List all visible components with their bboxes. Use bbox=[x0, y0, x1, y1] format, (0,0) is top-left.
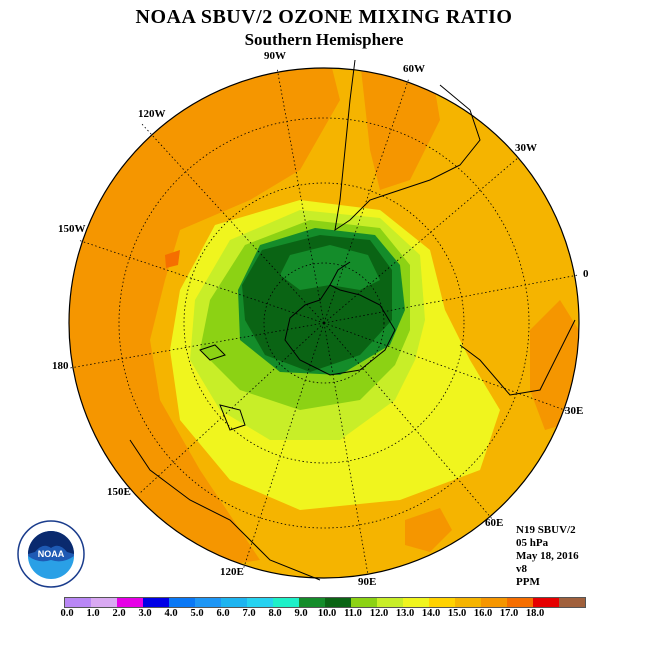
colorbar-swatch bbox=[481, 598, 507, 607]
lon-label-150w: 150W bbox=[58, 223, 86, 235]
info-instrument: N19 SBUV/2 bbox=[516, 524, 576, 536]
colorbar-swatch bbox=[325, 598, 351, 607]
colorbar-label: 14.0 bbox=[421, 608, 441, 619]
info-units: PPM bbox=[516, 576, 540, 588]
colorbar-label: 18.0 bbox=[525, 608, 545, 619]
colorbar-swatch bbox=[195, 598, 221, 607]
noaa-logo-text: NOAA bbox=[38, 549, 65, 559]
colorbar-label: 4.0 bbox=[164, 608, 178, 619]
colorbar-swatch bbox=[559, 598, 585, 607]
lon-label-60e: 60E bbox=[485, 517, 504, 529]
lon-label-90e: 90E bbox=[358, 576, 377, 588]
colorbar-label: 11.0 bbox=[344, 608, 362, 619]
colorbar-label: 2.0 bbox=[112, 608, 126, 619]
noaa-logo: NOAA bbox=[17, 520, 85, 588]
colorbar-label: 8.0 bbox=[268, 608, 282, 619]
colorbar-swatch bbox=[117, 598, 143, 607]
colorbar-label: 5.0 bbox=[190, 608, 204, 619]
info-date: May 18, 2016 bbox=[516, 550, 579, 562]
colorbar-label: 6.0 bbox=[216, 608, 230, 619]
info-block: N19 SBUV/2 05 hPa May 18, 2016 v8 PPM bbox=[516, 524, 579, 589]
lon-label-30e: 30E bbox=[565, 405, 584, 417]
colorbar-swatch bbox=[507, 598, 533, 607]
colorbar-label: 12.0 bbox=[369, 608, 389, 619]
lon-label-120w: 120W bbox=[138, 108, 166, 120]
lon-label-90w: 90W bbox=[264, 50, 286, 62]
map-border bbox=[68, 67, 580, 579]
colorbar-label: 10.0 bbox=[317, 608, 337, 619]
colorbar-swatch bbox=[91, 598, 117, 607]
colorbar-swatch bbox=[403, 598, 429, 607]
colorbar-label: 7.0 bbox=[242, 608, 256, 619]
colorbar-swatch bbox=[455, 598, 481, 607]
info-version: v8 bbox=[516, 563, 527, 575]
colorbar-label: 15.0 bbox=[447, 608, 467, 619]
lon-label-120e: 120E bbox=[220, 566, 244, 578]
lon-label-150e: 150E bbox=[107, 486, 131, 498]
colorbar-swatch bbox=[299, 598, 325, 607]
colorbar-label: 1.0 bbox=[86, 608, 100, 619]
colorbar-swatch bbox=[221, 598, 247, 607]
map-subtitle: Southern Hemisphere bbox=[244, 30, 404, 49]
colorbar-swatch bbox=[273, 598, 299, 607]
colorbar-swatch bbox=[429, 598, 455, 607]
colorbar-label: 3.0 bbox=[138, 608, 152, 619]
colorbar-swatch bbox=[377, 598, 403, 607]
map-title: NOAA SBUV/2 OZONE MIXING RATIO bbox=[135, 6, 513, 28]
colorbar-label: 16.0 bbox=[473, 608, 493, 619]
lon-label-180: 180 bbox=[52, 360, 69, 372]
colorbar-swatch bbox=[169, 598, 195, 607]
colorbar bbox=[64, 597, 586, 608]
colorbar-swatch bbox=[247, 598, 273, 607]
colorbar-swatch bbox=[65, 598, 91, 607]
colorbar-label: 17.0 bbox=[499, 608, 519, 619]
info-pressure: 05 hPa bbox=[516, 537, 549, 549]
colorbar-swatch bbox=[351, 598, 377, 607]
coastlines bbox=[129, 59, 576, 581]
colorbar-label: 13.0 bbox=[395, 608, 415, 619]
lon-label-60w: 60W bbox=[403, 63, 425, 75]
lon-label-0: 0 bbox=[583, 268, 589, 280]
colorbar-label: 0.0 bbox=[60, 608, 74, 619]
lon-label-30w: 30W bbox=[515, 142, 537, 154]
colorbar-swatch bbox=[143, 598, 169, 607]
colorbar-swatch bbox=[533, 598, 559, 607]
colorbar-label: 9.0 bbox=[294, 608, 308, 619]
ozone-field bbox=[69, 68, 579, 578]
